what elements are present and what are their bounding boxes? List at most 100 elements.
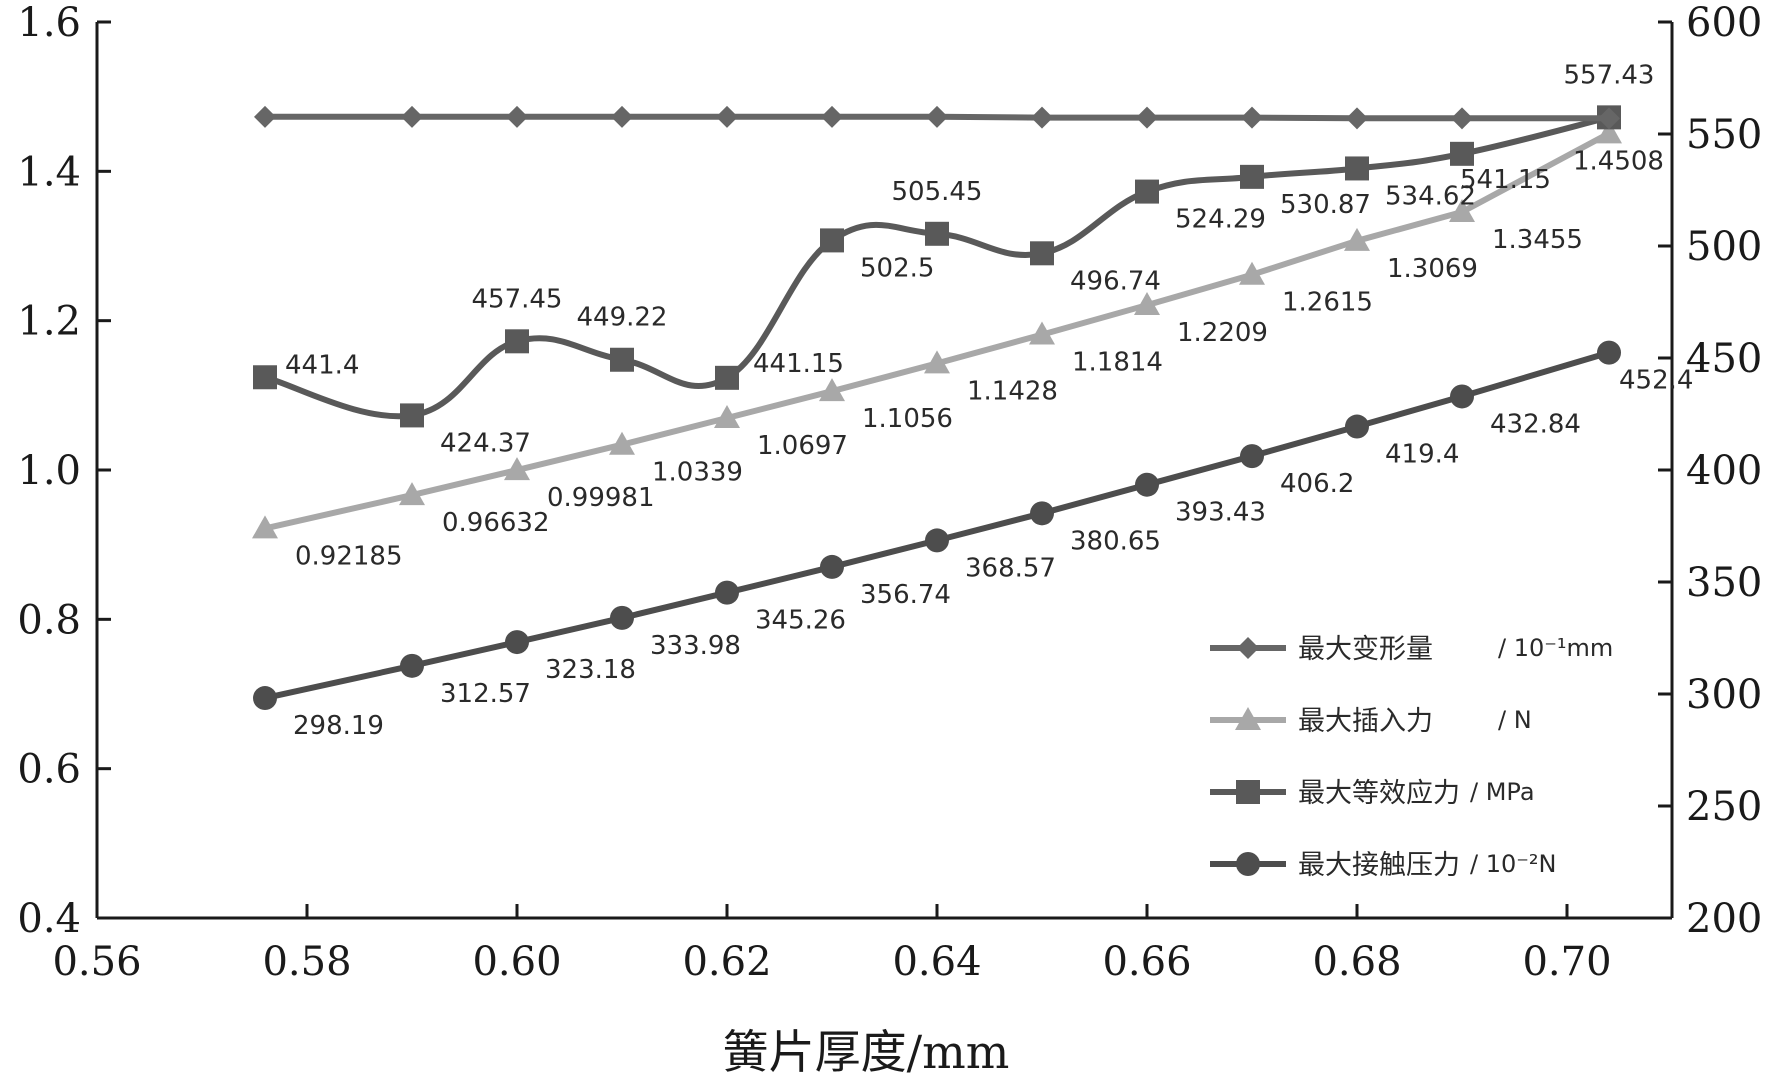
data-label: 441.15 [753, 349, 844, 379]
left-tick-label: 1.0 [17, 448, 81, 494]
legend-marker [1237, 637, 1259, 659]
data-label: 432.84 [1490, 409, 1581, 439]
legend-label: 最大接触压力 [1298, 850, 1460, 881]
data-point [1598, 107, 1620, 130]
legend-item: 最大等效应力 / MPa [1210, 778, 1535, 809]
x-tick-label: 0.68 [1312, 939, 1401, 985]
right-tick-label: 500 [1686, 224, 1762, 270]
right-tick-label: 250 [1686, 784, 1762, 830]
data-label: 1.1056 [862, 404, 953, 434]
data-label: 333.98 [650, 631, 741, 661]
data-label: 0.92185 [295, 541, 403, 571]
x-tick-label: 0.64 [892, 939, 981, 985]
data-point [1240, 164, 1264, 189]
legend-item: 最大插入力 / N [1210, 706, 1532, 737]
data-point [821, 105, 843, 128]
data-point [400, 403, 424, 428]
series-layer [252, 105, 1622, 711]
legend-unit: / N [1498, 706, 1532, 734]
data-label: 312.57 [440, 679, 531, 709]
data-label: 406.2 [1280, 469, 1354, 499]
right-tick-label: 350 [1686, 560, 1762, 606]
data-point [1030, 241, 1054, 266]
x-tick-label: 0.60 [472, 939, 561, 985]
data-point [1239, 261, 1265, 285]
data-point [504, 457, 530, 481]
data-point [1134, 292, 1160, 316]
data-point [1030, 501, 1054, 526]
data-label: 345.26 [755, 606, 846, 636]
x-tick-label: 0.56 [52, 939, 141, 985]
data-point [925, 221, 949, 246]
right-tick-label: 550 [1686, 112, 1762, 158]
axes: 0.4 0.6 0.8 1.0 1.2 1.4 1.6 200 250 300 350 400 450 5… [17, 0, 1762, 985]
x-tick-label: 0.58 [262, 939, 351, 985]
data-point [1240, 444, 1264, 469]
left-tick-label: 1.6 [17, 0, 81, 46]
data-point [1241, 106, 1263, 129]
right-tick-label: 200 [1686, 896, 1762, 942]
data-point [1345, 156, 1369, 181]
x-tick-label: 0.66 [1102, 939, 1191, 985]
data-point [1451, 107, 1473, 130]
data-point [401, 105, 423, 128]
data-point [506, 105, 528, 128]
data-label: 530.87 [1280, 190, 1371, 220]
data-label: 1.2209 [1177, 318, 1268, 348]
data-label: 452.4 [1619, 366, 1693, 396]
legend-marker [1236, 852, 1260, 876]
data-point [820, 228, 844, 253]
data-label: 534.62 [1385, 181, 1476, 211]
data-label: 368.57 [965, 553, 1056, 583]
data-point [715, 365, 739, 390]
left-tick-label: 0.4 [17, 896, 81, 942]
legend: 最大变形量 / 10⁻¹mm 最大插入力 / N 最大等效应力 / MPa 最大接触压力 / … [1210, 634, 1613, 881]
data-point [924, 350, 950, 374]
data-point [1597, 340, 1621, 365]
data-point [1450, 384, 1474, 409]
legend-marker [1236, 780, 1260, 804]
series-triangle [252, 120, 1622, 539]
series-diamond [254, 105, 1620, 130]
left-tick-label: 0.6 [17, 747, 81, 793]
data-point [1596, 120, 1622, 144]
data-point [253, 686, 277, 711]
data-point [1344, 227, 1370, 251]
data-point [1136, 106, 1158, 129]
data-point [925, 528, 949, 553]
data-label: 1.3455 [1492, 225, 1583, 255]
data-label: 323.18 [545, 655, 636, 685]
data-point [1449, 199, 1475, 223]
legend-marker [1235, 707, 1261, 730]
data-label: 1.4508 [1573, 146, 1664, 176]
data-point [1450, 141, 1474, 166]
data-label: 356.74 [860, 580, 951, 610]
data-label: 419.4 [1385, 440, 1459, 470]
data-point [819, 378, 845, 402]
data-point [399, 482, 425, 506]
data-label: 1.2615 [1282, 288, 1373, 318]
data-label: 449.22 [577, 303, 668, 333]
data-point [252, 515, 278, 539]
data-label: 541.15 [1460, 165, 1551, 195]
legend-label: 最大插入力 [1298, 706, 1433, 737]
left-tick-label: 1.2 [17, 299, 81, 345]
data-label: 441.4 [285, 350, 359, 380]
data-label: 1.0697 [757, 431, 848, 461]
data-label: 496.74 [1070, 266, 1161, 296]
left-tick-label: 0.8 [17, 597, 81, 643]
data-label: 0.96632 [442, 508, 550, 538]
data-label: 505.45 [892, 177, 983, 207]
data-label: 1.1428 [967, 376, 1058, 406]
legend-unit: / 10⁻¹mm [1498, 634, 1613, 662]
x-axis-title: 簧片厚度/mm [723, 1025, 1010, 1079]
series-square [253, 105, 1621, 428]
data-point [820, 554, 844, 579]
data-point [1345, 414, 1369, 439]
legend-item: 最大变形量 / 10⁻¹mm [1210, 634, 1613, 665]
data-point [716, 105, 738, 128]
data-label: 457.45 [472, 284, 563, 314]
legend-unit: / MPa [1470, 778, 1535, 806]
